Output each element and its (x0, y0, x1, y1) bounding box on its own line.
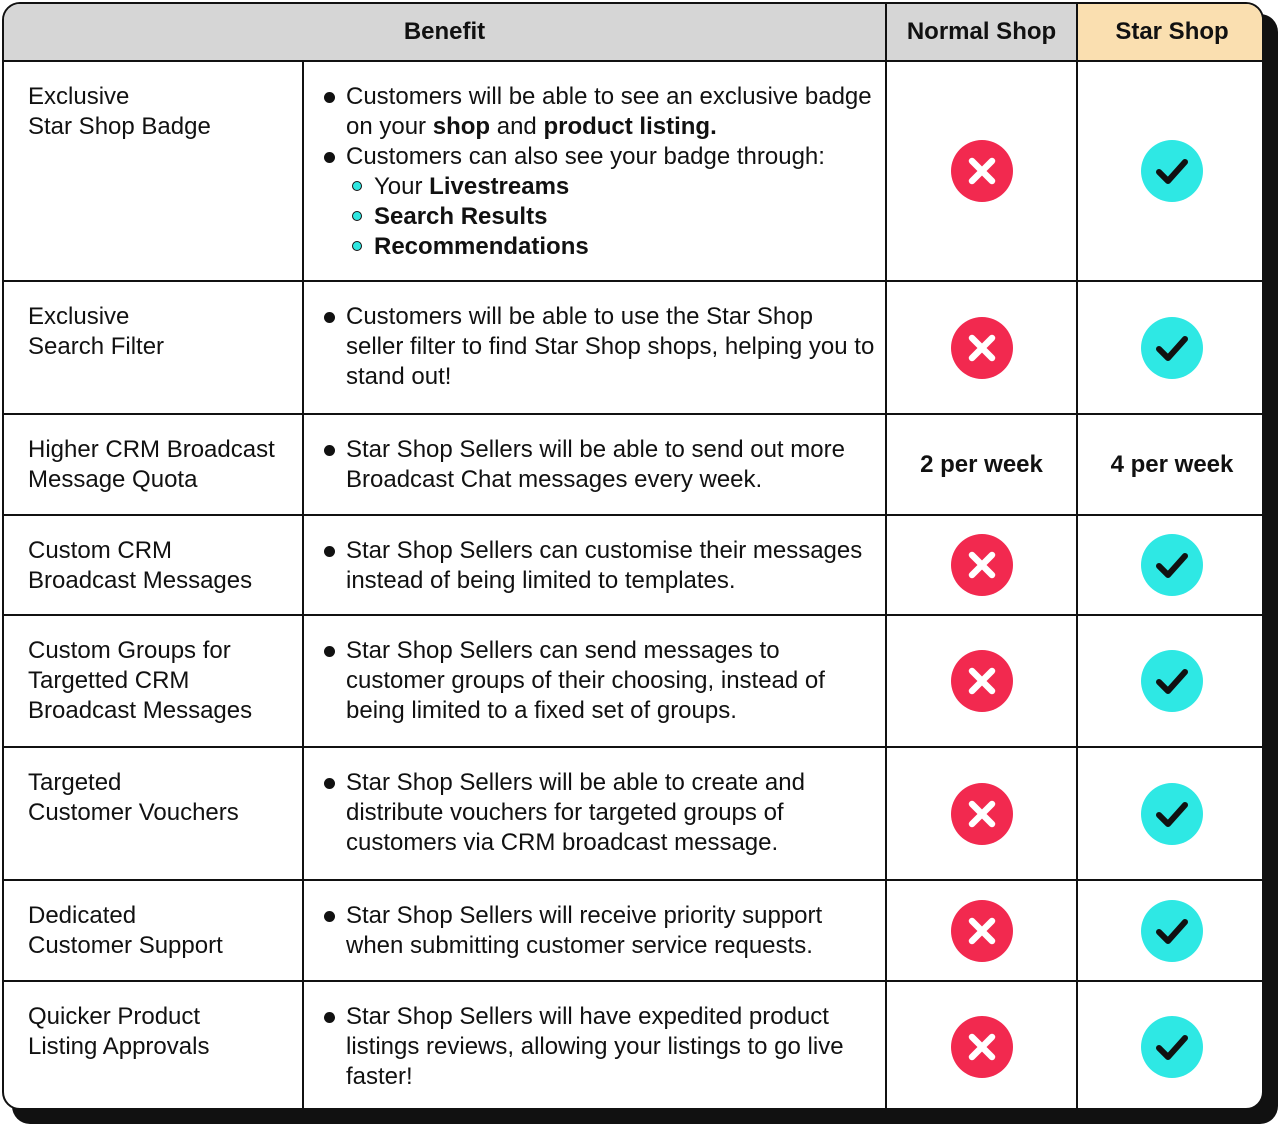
benefit-name: Exclusive Search Filter (4, 280, 304, 415)
normal-shop-cell (885, 60, 1078, 282)
check-icon (1141, 316, 1203, 379)
normal-shop-cell (885, 514, 1078, 616)
cross-icon (950, 899, 1013, 962)
star-shop-cell (1076, 60, 1262, 282)
check-icon (1141, 534, 1203, 596)
check-icon (1141, 899, 1203, 962)
check-icon (1141, 782, 1203, 845)
cross-icon (950, 534, 1013, 596)
star-shop-quota: 4 per week (1076, 413, 1262, 516)
benefit-description: Star Shop Sellers will have expedited pr… (302, 980, 887, 1108)
table-row: Custom Groups for Targetted CRM Broadcas… (4, 614, 1262, 748)
benefit-name: Dedicated Customer Support (4, 879, 304, 982)
benefit-name-line: Targetted CRM (28, 667, 190, 694)
normal-shop-cell (885, 879, 1078, 982)
table-row: Dedicated Customer Support Star Shop Sel… (4, 879, 1262, 982)
benefit-name-line: Customer Support (28, 932, 223, 959)
header-row: Benefit Normal Shop Star Shop (4, 4, 1262, 62)
benefit-name-line: Targeted (28, 769, 122, 796)
comparison-card: Benefit Normal Shop Star Shop Exclusive … (2, 2, 1264, 1110)
star-shop-cell (1076, 514, 1262, 616)
star-shop-cell (1076, 280, 1262, 415)
bullet-item: Customers will be able to use the Star S… (324, 302, 875, 392)
benefit-name-line: Message Quota (28, 466, 198, 493)
sub-bullet-item: Search Results (352, 202, 875, 232)
benefit-name: Custom CRM Broadcast Messages (4, 514, 304, 616)
benefit-description: Star Shop Sellers will be able to send o… (302, 413, 887, 516)
benefit-name-line: Custom CRM (28, 537, 173, 564)
benefit-description: Star Shop Sellers can customise their me… (302, 514, 887, 616)
benefit-name-line: Exclusive (28, 303, 130, 330)
sub-bullet-item: Your Livestreams (352, 172, 875, 202)
benefit-name-line: Dedicated (28, 902, 137, 929)
table-row: Quicker Product Listing Approvals Star S… (4, 980, 1262, 1108)
check-icon (1141, 650, 1203, 712)
table-row: Higher CRM Broadcast Message Quota Star … (4, 413, 1262, 516)
table-row: Targeted Customer Vouchers Star Shop Sel… (4, 746, 1262, 881)
benefit-name: Higher CRM Broadcast Message Quota (4, 413, 304, 516)
benefit-description: Customers will be able to see an exclusi… (302, 60, 887, 282)
star-shop-cell (1076, 746, 1262, 881)
normal-shop-cell (885, 746, 1078, 881)
benefit-name: Exclusive Star Shop Badge (4, 60, 304, 282)
benefit-name-line: Custom Groups for (28, 637, 231, 664)
comparison-table: Benefit Normal Shop Star Shop Exclusive … (4, 4, 1262, 1108)
star-shop-cell (1076, 980, 1262, 1108)
star-shop-cell (1076, 614, 1262, 748)
bullet-item: Customers can also see your badge throug… (324, 142, 875, 262)
benefit-description: Star Shop Sellers will be able to create… (302, 746, 887, 881)
benefit-name: Targeted Customer Vouchers (4, 746, 304, 881)
benefit-name-line: Exclusive (28, 83, 130, 110)
bullet-item: Star Shop Sellers can send messages to c… (324, 636, 875, 726)
benefit-description: Star Shop Sellers will receive priority … (302, 879, 887, 982)
header-benefit: Benefit (4, 4, 887, 62)
bullet-item: Customers will be able to see an exclusi… (324, 82, 875, 142)
normal-shop-cell (885, 614, 1078, 748)
table-row: Custom CRM Broadcast Messages Star Shop … (4, 514, 1262, 616)
normal-shop-quota: 2 per week (885, 413, 1078, 516)
benefit-description: Customers will be able to use the Star S… (302, 280, 887, 415)
benefit-name-line: Broadcast Messages (28, 697, 253, 724)
check-icon (1141, 1015, 1203, 1078)
benefit-name-line: Higher CRM Broadcast (28, 436, 275, 463)
table-row: Exclusive Search Filter Customers will b… (4, 280, 1262, 415)
check-icon (1141, 140, 1203, 202)
bullet-item: Star Shop Sellers will be able to send o… (324, 435, 875, 495)
benefit-name: Custom Groups for Targetted CRM Broadcas… (4, 614, 304, 748)
star-shop-cell (1076, 879, 1262, 982)
cross-icon (950, 1015, 1013, 1078)
benefit-name-line: Listing Approvals (28, 1033, 210, 1060)
bullet-item: Star Shop Sellers can customise their me… (324, 536, 875, 596)
cross-icon (950, 650, 1013, 712)
cross-icon (950, 782, 1013, 845)
benefit-name-line: Quicker Product (28, 1003, 201, 1030)
bullet-item: Star Shop Sellers will have expedited pr… (324, 1002, 875, 1092)
cross-icon (950, 140, 1013, 202)
bullet-item: Star Shop Sellers will be able to create… (324, 768, 875, 858)
table-row: Exclusive Star Shop Badge Customers will… (4, 60, 1262, 282)
normal-shop-cell (885, 980, 1078, 1108)
bullet-item: Star Shop Sellers will receive priority … (324, 901, 875, 961)
benefit-name-line: Star Shop Badge (28, 113, 211, 140)
benefit-name-line: Customer Vouchers (28, 799, 239, 826)
benefit-description: Star Shop Sellers can send messages to c… (302, 614, 887, 748)
normal-shop-cell (885, 280, 1078, 415)
benefit-name-line: Broadcast Messages (28, 567, 253, 594)
benefit-name: Quicker Product Listing Approvals (4, 980, 304, 1108)
header-star-shop: Star Shop (1076, 4, 1262, 62)
header-normal-shop: Normal Shop (885, 4, 1078, 62)
benefit-name-line: Search Filter (28, 333, 165, 360)
sub-bullet-item: Recommendations (352, 232, 875, 262)
cross-icon (950, 316, 1013, 379)
